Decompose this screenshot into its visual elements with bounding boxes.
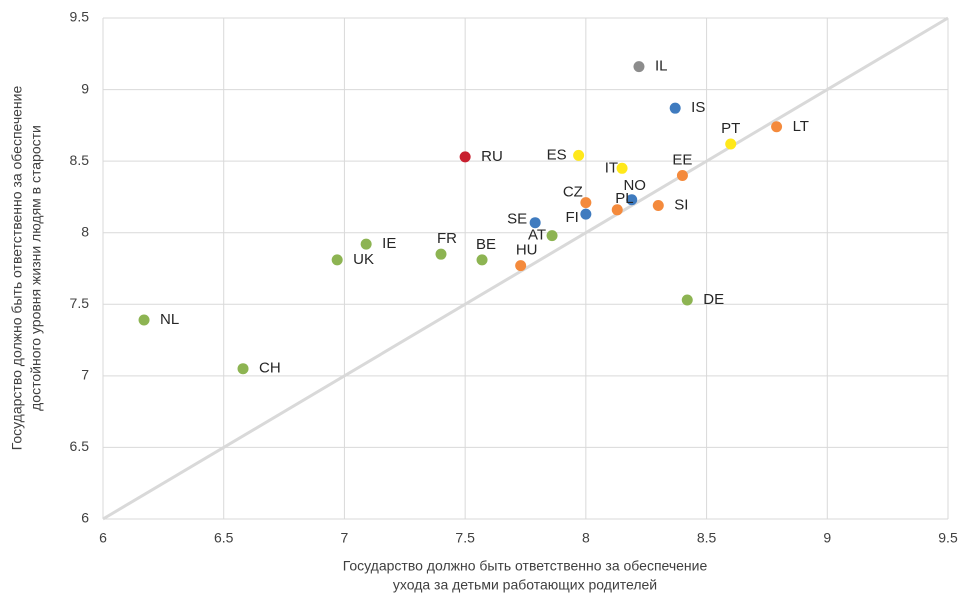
data-point	[580, 208, 592, 220]
x-tick-label: 8	[582, 530, 590, 546]
point-label: IL	[655, 58, 668, 75]
data-point	[138, 314, 150, 326]
y-tick-label: 8.5	[70, 152, 90, 168]
point-label: NL	[160, 311, 179, 328]
point-label: HU	[516, 242, 538, 259]
point-label: SE	[507, 211, 527, 228]
point-label: PT	[721, 120, 740, 137]
data-point	[331, 254, 343, 266]
x-tick-label: 7	[341, 530, 349, 546]
y-tick-label: 9.5	[70, 9, 90, 25]
data-point	[652, 200, 664, 212]
point-label: IT	[605, 159, 618, 176]
point-label: IS	[691, 99, 705, 116]
data-point	[771, 121, 783, 133]
point-label: DE	[703, 291, 724, 308]
x-axis-title: ухода за детьми работающих родителей	[393, 577, 657, 593]
data-point	[669, 102, 681, 114]
y-tick-label: 6	[81, 510, 89, 526]
y-tick-label: 7	[81, 367, 89, 383]
data-point	[435, 248, 447, 260]
point-label: LT	[793, 118, 809, 135]
data-point	[573, 149, 585, 161]
x-tick-label: 6	[99, 530, 107, 546]
x-axis-title: Государство должно быть ответственно за …	[343, 558, 708, 574]
reference-line	[102, 16, 949, 521]
y-tick-label: 9	[81, 80, 89, 96]
point-label: ES	[547, 146, 567, 163]
point-label: UK	[353, 251, 374, 268]
data-point	[633, 61, 645, 73]
point-label: RU	[481, 148, 503, 165]
x-tick-label: 6.5	[214, 530, 234, 546]
point-label: AT	[528, 227, 546, 244]
point-label: EE	[672, 151, 692, 168]
x-tick-label: 9	[823, 530, 831, 546]
point-label: NO	[623, 177, 646, 194]
point-label: CH	[259, 360, 281, 377]
point-label: CZ	[563, 184, 583, 201]
y-axis-title: Государство должно быть ответственно за …	[9, 86, 25, 451]
data-point	[611, 204, 623, 216]
data-point	[616, 162, 628, 174]
data-point	[676, 169, 688, 181]
x-tick-label: 7.5	[455, 530, 475, 546]
data-point	[580, 197, 592, 209]
y-tick-label: 6.5	[70, 438, 90, 454]
data-point	[725, 138, 737, 150]
point-label: BE	[476, 236, 496, 253]
data-point	[476, 254, 488, 266]
point-label: PL	[615, 190, 633, 207]
point-label: SI	[674, 196, 688, 213]
point-label: FI	[566, 209, 579, 226]
data-point	[529, 217, 541, 229]
point-label: FR	[437, 230, 457, 247]
data-point	[515, 260, 527, 272]
data-point	[459, 151, 471, 163]
data-point	[681, 294, 693, 306]
data-point	[626, 194, 638, 206]
data-point	[546, 230, 558, 242]
point-label: IE	[382, 235, 396, 252]
x-tick-label: 9.5	[938, 530, 958, 546]
y-tick-label: 7.5	[70, 295, 90, 311]
data-point	[360, 238, 372, 250]
data-point	[237, 363, 249, 375]
x-tick-label: 8.5	[697, 530, 717, 546]
y-axis-title: достойного уровня жизни людям в старости	[28, 125, 44, 411]
y-tick-label: 8	[81, 223, 89, 239]
